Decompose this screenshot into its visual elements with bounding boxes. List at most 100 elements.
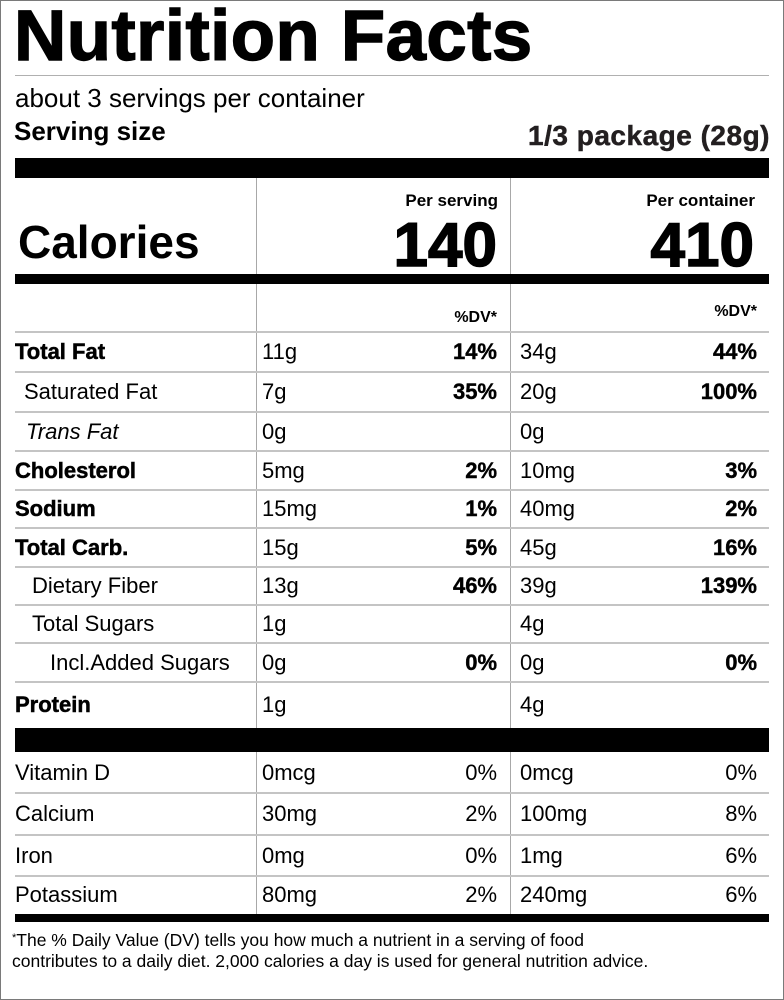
serving-amount: 80mg <box>262 882 318 907</box>
serving-amount: 0g <box>262 418 287 444</box>
serving-dv: 0% <box>465 842 497 868</box>
serving-dv: 0% <box>465 649 497 675</box>
nutrient-row: Cholesterol 5mg 2% 10mg 3% <box>0 451 784 490</box>
serving-dv: 14% <box>452 339 497 364</box>
container-dv: 0% <box>725 759 757 785</box>
container-dv: 16% <box>712 534 757 560</box>
row-divider <box>15 642 769 644</box>
nutrient-row: Trans Fat 0g 0g <box>0 412 784 451</box>
footnote-marker: * <box>12 932 17 944</box>
calories-per-serving: 140 <box>393 211 498 280</box>
nutrient-name: Trans Fat <box>26 418 119 444</box>
serving-amount: 11g <box>262 339 298 364</box>
thick-divider-top <box>15 158 769 178</box>
serving-amount: 1g <box>262 692 287 717</box>
container-amount: 1mg <box>520 842 563 868</box>
serving-amount: 0mg <box>262 842 305 868</box>
row-divider <box>15 792 769 794</box>
column-divider-1-vitamins <box>256 752 257 914</box>
nutrient-name: Cholesterol <box>15 457 137 483</box>
nutrient-row: Sodium 15mg 1% 40mg 2% <box>0 490 784 528</box>
serving-amount: 0g <box>262 649 287 675</box>
column-divider-2-vitamins <box>510 752 511 914</box>
serving-dv: 2% <box>465 882 497 907</box>
calories-label: Calories <box>18 216 200 268</box>
container-amount: 4g <box>520 611 545 636</box>
container-amount: 240mg <box>520 882 588 907</box>
container-dv: 3% <box>725 457 757 483</box>
serving-dv: 1% <box>465 496 497 521</box>
row-divider <box>15 371 769 373</box>
nutrient-name: Total Fat <box>15 339 106 365</box>
thick-divider-vitamins <box>15 728 769 752</box>
container-dv: 6% <box>725 842 757 868</box>
dv-header-serving: %DV* <box>454 309 497 326</box>
serving-dv: 2% <box>465 457 497 483</box>
container-dv: 0% <box>725 649 757 675</box>
row-divider <box>15 681 769 683</box>
container-amount: 4g <box>520 692 545 717</box>
serving-dv: 46% <box>452 573 497 598</box>
thick-divider-calories <box>15 274 769 284</box>
calories-per-container: 410 <box>650 211 755 280</box>
row-divider <box>15 489 769 491</box>
nutrient-name: Saturated Fat <box>24 379 158 404</box>
nutrient-name: Incl.Added Sugars <box>50 649 230 675</box>
serving-amount: 15mg <box>262 496 318 521</box>
per-container-header: Per container <box>646 191 755 210</box>
container-amount: 45g <box>520 534 557 560</box>
column-divider-1 <box>256 178 257 728</box>
serving-dv: 35% <box>452 379 497 404</box>
dv-header-container: %DV* <box>714 303 757 320</box>
container-amount: 20g <box>520 379 557 404</box>
title-divider <box>15 75 769 76</box>
serving-amount: 0mcg <box>262 759 316 785</box>
container-dv: 2% <box>725 496 757 521</box>
vitamin-name: Potassium <box>15 882 118 907</box>
container-amount: 0mcg <box>520 759 574 785</box>
container-amount: 39g <box>520 573 557 598</box>
nutrient-row: Saturated Fat 7g 35% 20g 100% <box>0 372 784 412</box>
container-amount: 0g <box>520 649 545 675</box>
nutrient-name: Total Carb. <box>15 534 129 560</box>
serving-amount: 1g <box>262 611 287 636</box>
nutrient-name: Total Sugars <box>32 611 155 636</box>
serving-dv: 5% <box>465 534 497 560</box>
container-amount: 34g <box>520 339 557 364</box>
container-dv: 100% <box>700 379 758 404</box>
container-dv: 44% <box>712 339 757 364</box>
serving-amount: 5mg <box>262 457 305 483</box>
per-serving-header: Per serving <box>405 191 498 210</box>
footnote: *The % Daily Value (DV) tells you how mu… <box>12 930 652 972</box>
nutrient-row: Total Sugars 1g 4g <box>0 605 784 643</box>
container-dv: 6% <box>725 882 757 907</box>
nutrient-name: Dietary Fiber <box>32 573 158 598</box>
serving-dv: 2% <box>465 801 497 826</box>
container-amount: 40mg <box>520 496 576 521</box>
vitamin-row: Iron 0mg 0% 1mg 6% <box>0 835 784 876</box>
nutrient-name: Sodium <box>15 496 96 522</box>
container-dv: 139% <box>700 573 758 598</box>
row-divider <box>15 875 769 877</box>
container-amount: 0g <box>520 418 545 444</box>
nutrient-row: Total Carb. 15g 5% 45g 16% <box>0 528 784 567</box>
serving-size-label: Serving size <box>14 116 166 146</box>
vitamin-row: Potassium 80mg 2% 240mg 6% <box>0 876 784 914</box>
row-divider <box>15 604 769 606</box>
row-divider <box>15 834 769 836</box>
container-amount: 10mg <box>520 457 576 483</box>
serving-amount: 30mg <box>262 801 318 826</box>
container-dv: 8% <box>725 801 757 826</box>
row-divider <box>15 527 769 529</box>
nutrient-row: Dietary Fiber 13g 46% 39g 139% <box>0 567 784 605</box>
serving-amount: 7g <box>262 379 287 404</box>
row-divider <box>15 411 769 413</box>
vitamin-name: Iron <box>15 842 53 868</box>
servings-per-container: about 3 servings per container <box>15 83 365 113</box>
vitamin-row: Calcium 30mg 2% 100mg 8% <box>0 793 784 835</box>
nutrient-row: Protein 1g 4g <box>0 682 784 728</box>
row-divider <box>15 331 769 333</box>
nutrient-row: Incl.Added Sugars 0g 0% 0g 0% <box>0 643 784 682</box>
vitamin-name: Calcium <box>15 801 95 826</box>
nutrient-row: Total Fat 11g 14% 34g 44% <box>0 332 784 372</box>
